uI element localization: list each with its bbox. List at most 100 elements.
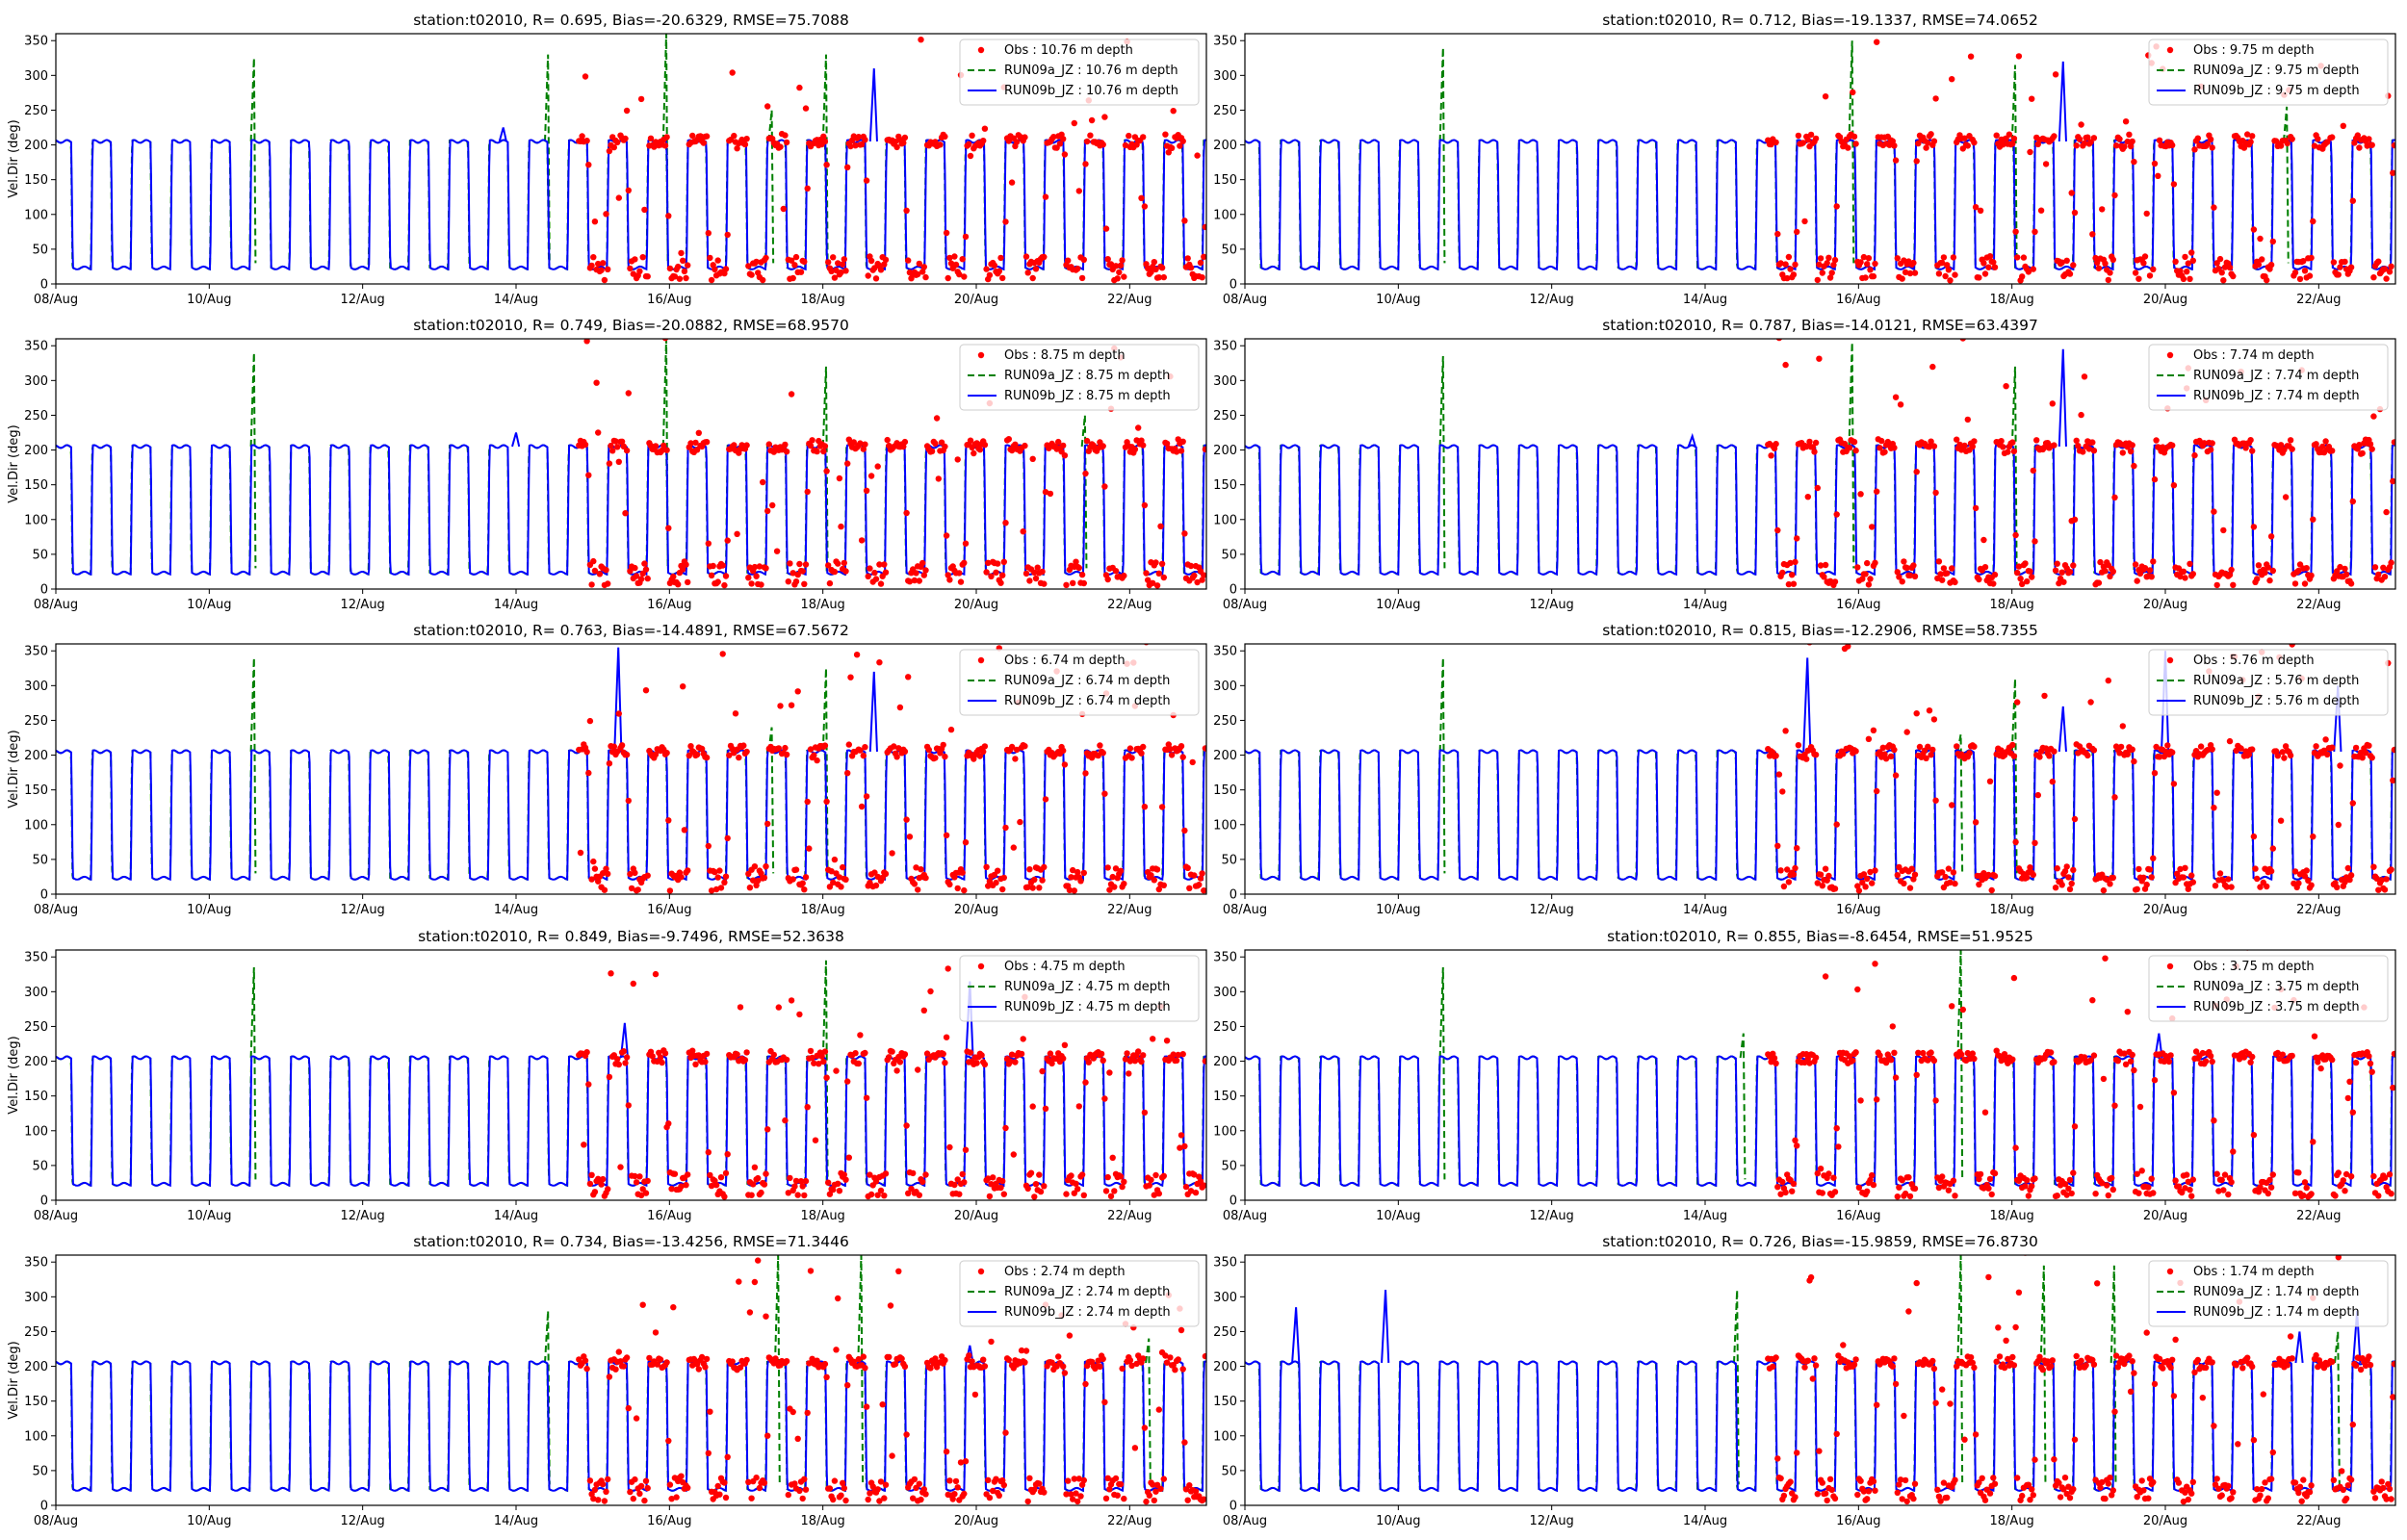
obs-point: [1184, 1497, 1191, 1503]
obs-point: [2329, 1056, 2336, 1064]
obs-point: [731, 132, 738, 140]
obs-point: [2099, 1478, 2106, 1486]
obs-point: [863, 487, 870, 494]
obs-point: [705, 842, 712, 850]
obs-point: [1042, 489, 1049, 496]
obs-point: [1042, 1105, 1049, 1113]
obs-point: [847, 674, 854, 680]
obs-point: [1852, 447, 1859, 454]
obs-point: [2366, 1353, 2372, 1360]
obs-point: [1100, 1057, 1106, 1065]
obs-point: [2250, 524, 2258, 530]
obs-point: [1068, 874, 1074, 881]
obs-point: [860, 752, 867, 759]
obs-point: [1178, 1132, 1185, 1139]
obs-point: [2194, 1356, 2201, 1364]
obs-point: [988, 1338, 995, 1346]
obs-point: [835, 260, 841, 267]
obs-point: [2267, 1476, 2275, 1482]
obs-point: [606, 1073, 613, 1081]
x-tick-label: 22/Aug: [1107, 598, 1152, 612]
obs-point: [2052, 567, 2059, 574]
x-tick-label: 14/Aug: [494, 293, 538, 307]
obs-point: [2150, 266, 2157, 272]
obs-point: [1854, 986, 1861, 993]
obs-point: [1178, 448, 1185, 454]
obs-point: [2036, 1353, 2043, 1361]
obs-point: [1864, 1496, 1871, 1502]
obs-point: [1101, 1095, 1108, 1102]
x-tick-label: 22/Aug: [2296, 598, 2341, 612]
obs-point: [988, 1181, 995, 1188]
obs-point: [2024, 578, 2031, 585]
obs-point: [942, 443, 948, 450]
obs-point: [2003, 1337, 2009, 1345]
obs-point: [823, 798, 830, 805]
obs-point: [2051, 133, 2058, 140]
obs-point: [1109, 1154, 1116, 1162]
obs-point: [1165, 149, 1173, 156]
obs-point: [911, 1476, 919, 1483]
obs-point: [2378, 1478, 2385, 1485]
obs-point: [775, 745, 782, 752]
axes-frame: [55, 949, 1207, 1201]
obs-point: [641, 560, 648, 567]
x-tick-label: 18/Aug: [1990, 1514, 2034, 1528]
y-tick-label: 200: [1213, 139, 1237, 153]
obs-point: [2356, 144, 2363, 151]
obs-point: [729, 1358, 736, 1365]
obs-point: [2134, 886, 2140, 892]
obs-point: [872, 882, 880, 889]
obs-point: [777, 143, 784, 150]
y-tick-label: 200: [1213, 1360, 1237, 1374]
obs-point: [2071, 1123, 2079, 1130]
obs-point: [2201, 440, 2208, 447]
obs-point: [2051, 1456, 2058, 1463]
obs-point: [911, 577, 919, 584]
obs-point: [2335, 1255, 2342, 1261]
obs-point: [2289, 136, 2295, 142]
obs-point: [2262, 569, 2268, 577]
obs-point: [2049, 778, 2056, 785]
obs-point: [787, 1174, 793, 1182]
obs-point: [1073, 1490, 1079, 1497]
obs-point: [1782, 261, 1789, 268]
obs-point: [1104, 1475, 1111, 1482]
obs-point: [708, 572, 715, 578]
obs-point: [2218, 1176, 2225, 1184]
obs-point: [2009, 1056, 2016, 1063]
obs-point: [2029, 95, 2035, 102]
obs-point: [825, 259, 832, 266]
obs-point: [588, 1171, 595, 1179]
obs-point: [1077, 878, 1084, 885]
obs-point: [1857, 1097, 1864, 1104]
obs-point: [2337, 762, 2343, 769]
obs-point: [618, 438, 626, 445]
obs-point: [1131, 1445, 1139, 1451]
obs-point: [1993, 132, 2000, 139]
obs-point: [2310, 218, 2316, 225]
obs-point: [1029, 274, 1036, 282]
obs-point: [927, 1365, 934, 1372]
obs-point: [841, 256, 847, 263]
obs-point: [1961, 1436, 1968, 1443]
obs-point: [2151, 160, 2159, 167]
obs-point: [2083, 1362, 2089, 1369]
obs-point: [830, 879, 837, 886]
obs-point: [1874, 38, 1880, 45]
obs-point: [593, 379, 600, 386]
obs-point: [1018, 1050, 1025, 1058]
obs-point: [901, 1363, 909, 1371]
obs-point: [2334, 884, 2341, 891]
obs-point: [2249, 746, 2256, 753]
obs-point: [689, 132, 696, 140]
obs-point: [2368, 1068, 2375, 1075]
obs-point: [2346, 876, 2353, 884]
obs-point: [1833, 821, 1840, 828]
obs-point: [1787, 1478, 1794, 1485]
obs-point: [823, 162, 830, 168]
obs-point: [623, 447, 631, 454]
obs-point: [2291, 1190, 2299, 1197]
obs-point: [1186, 1482, 1193, 1489]
obs-point: [1862, 571, 1869, 578]
